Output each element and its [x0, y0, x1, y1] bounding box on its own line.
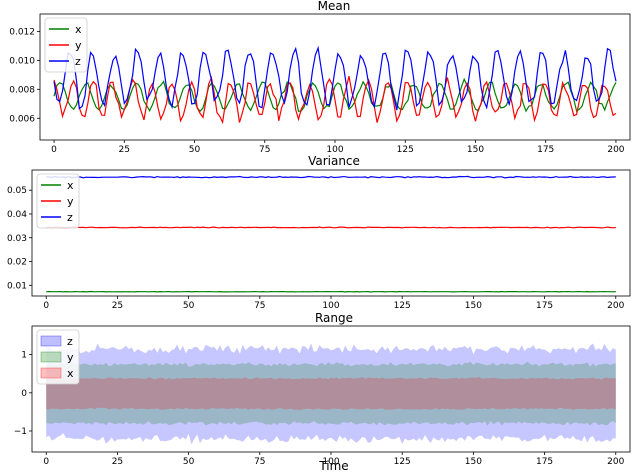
legend-label-y: y — [67, 195, 74, 208]
legend-label-y: y — [67, 351, 74, 364]
legend-box — [36, 329, 80, 385]
legend-label-z: z — [75, 55, 81, 68]
variance-panel: Variance 0 25 50 75 100 125 150 175 200 0.01 0.02 0… — [7, 154, 631, 311]
x-tick-label: 200 — [607, 301, 624, 311]
x-tick-label: 150 — [465, 301, 482, 311]
x-tick-label: 125 — [394, 457, 411, 467]
legend-label-z: z — [67, 211, 73, 224]
x-tick-label: 125 — [397, 145, 414, 155]
x-tick-label: 125 — [394, 301, 411, 311]
range-band-z — [46, 343, 616, 445]
range-band-y — [46, 361, 616, 426]
x-tick-label: 100 — [322, 457, 339, 467]
mean-panel: Mean 0 25 50 75 100 125 150 175 200 0.006 0.008 0.0… — [9, 0, 631, 155]
legend-swatch-x — [40, 367, 62, 379]
legend-label-x: x — [67, 179, 74, 192]
x-tick-label: 50 — [183, 457, 195, 467]
x-tick-label: 175 — [537, 145, 554, 155]
legend-label-z: z — [67, 335, 73, 348]
plot-frame — [31, 169, 631, 297]
y-tick-label: 0.010 — [9, 56, 35, 66]
x-tick-label: 175 — [536, 457, 553, 467]
range-panel: Range Time 0 25 50 75 100 125 150 175 200 −1 0 1 zyx — [14, 311, 631, 473]
x-tick-label: 175 — [536, 301, 553, 311]
x-axis-label: Time — [318, 459, 348, 473]
y-tick-label: 0.01 — [7, 281, 27, 291]
y-tick-label: 0.02 — [7, 258, 27, 268]
y-tick-label: 0.03 — [7, 234, 27, 244]
y-tick-label: 0.008 — [9, 85, 35, 95]
x-tick-label: 150 — [467, 145, 484, 155]
y-tick-label: 0.012 — [9, 27, 35, 37]
x-tick-label: 50 — [183, 301, 195, 311]
legend-label-x: x — [75, 23, 82, 36]
y-tick-label: −1 — [14, 427, 27, 437]
y-tick-label: 0.05 — [7, 186, 27, 196]
y-tick-label: 0.006 — [9, 114, 35, 124]
x-tick-label: 75 — [254, 457, 265, 467]
x-tick-label: 200 — [607, 457, 624, 467]
series-line-z — [46, 175, 616, 179]
mean-title: Mean — [318, 0, 351, 13]
x-tick-label: 100 — [322, 301, 339, 311]
variance-title: Variance — [308, 154, 360, 168]
x-tick-label: 100 — [326, 145, 343, 155]
series-line-z — [53, 45, 617, 111]
x-tick-label: 0 — [43, 457, 49, 467]
range-title: Range — [315, 311, 353, 325]
series-line-y — [46, 226, 616, 229]
x-tick-label: 25 — [119, 145, 130, 155]
x-tick-label: 25 — [112, 457, 123, 467]
series-line-x — [53, 77, 617, 113]
series-line-x — [46, 290, 616, 293]
x-tick-label: 75 — [254, 301, 265, 311]
range-band-x — [46, 377, 616, 411]
legend-swatch-z — [40, 335, 62, 347]
x-tick-label: 0 — [43, 301, 49, 311]
x-tick-label: 25 — [112, 301, 123, 311]
plot-frame — [39, 13, 631, 141]
x-tick-label: 50 — [189, 145, 201, 155]
legend-label-y: y — [75, 39, 82, 52]
x-tick-label: 200 — [607, 145, 624, 155]
x-tick-label: 0 — [51, 145, 57, 155]
legend: xyz — [36, 173, 80, 229]
legend: zyx — [36, 329, 80, 385]
x-tick-label: 150 — [465, 457, 482, 467]
y-tick-label: 0.04 — [7, 210, 27, 220]
x-tick-label: 75 — [259, 145, 270, 155]
y-tick-label: 0 — [21, 389, 27, 399]
legend: xyz — [44, 17, 88, 73]
legend-label-x: x — [67, 367, 74, 380]
y-tick-label: 1 — [21, 351, 27, 361]
legend-swatch-y — [40, 351, 62, 363]
